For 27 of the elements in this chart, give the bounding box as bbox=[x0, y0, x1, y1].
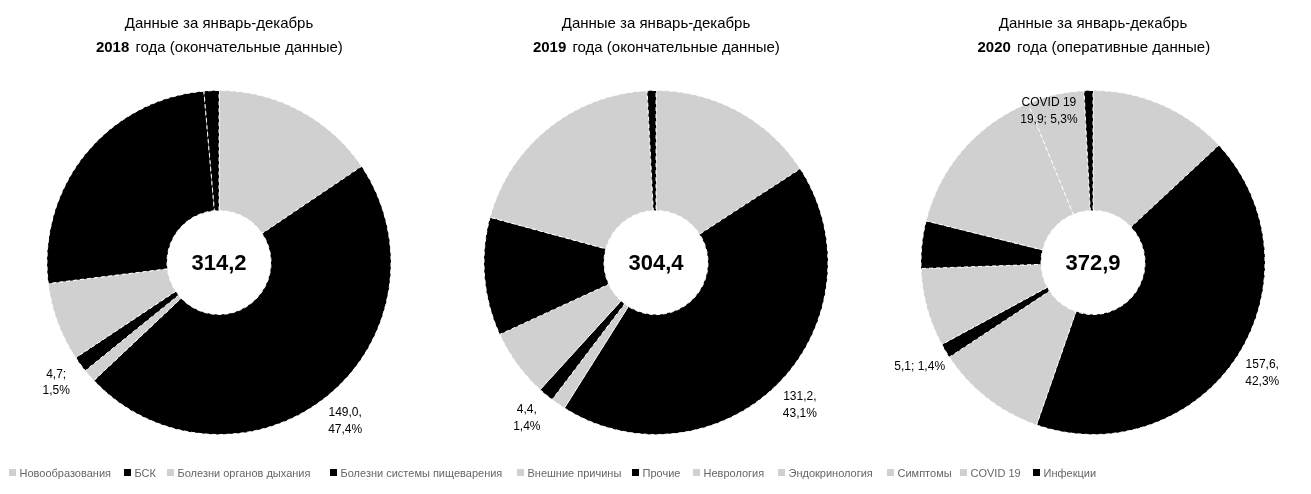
chart-subtitle: 2019 года (окончательные данные) bbox=[532, 37, 780, 55]
text: 304,4 bbox=[628, 250, 685, 275]
data-label: 4,4, 1,4% bbox=[513, 402, 541, 434]
legend-label: Внешние причины bbox=[527, 466, 622, 479]
text: 372,9 bbox=[1065, 250, 1121, 275]
legend-label: Прочие bbox=[642, 466, 681, 479]
legend-label: БСК bbox=[134, 466, 157, 479]
chart-title: Данные за январь-декабрь bbox=[998, 14, 1188, 31]
data-label: 5,1; 1,4% bbox=[894, 359, 946, 374]
legend-label: Инфекции bbox=[1043, 466, 1097, 479]
chart-subtitle: 2020 года (оперативные данные) bbox=[977, 37, 1211, 55]
chart-title: Данные за январь-декабрь bbox=[561, 14, 751, 31]
legend-label: COVID 19 bbox=[970, 466, 1021, 479]
data-label: 157,6, 42,3% bbox=[1245, 357, 1280, 389]
data-label: 4,7; 1,5% bbox=[42, 366, 71, 398]
legend-label: Новообразования bbox=[19, 466, 112, 479]
text: 314,2 bbox=[191, 250, 247, 275]
data-label: COVID 19 19,9; 5,3% bbox=[1020, 95, 1078, 126]
legend-label: Болезни органов дыхания bbox=[177, 466, 311, 479]
legend-label: Симптомы bbox=[897, 466, 952, 479]
legend-label: Болезни системы пищеварения bbox=[340, 466, 503, 479]
chart-subtitle: 2018 года (окончательные данные) bbox=[95, 37, 343, 55]
data-label: 149,0, 47,4% bbox=[328, 404, 363, 436]
data-label: 131,2, 43,1% bbox=[782, 388, 818, 420]
legend-label: Неврология bbox=[703, 466, 765, 479]
chart-title: Данные за январь-декабрь bbox=[124, 14, 314, 31]
legend-label: Эндокринология bbox=[788, 466, 873, 479]
